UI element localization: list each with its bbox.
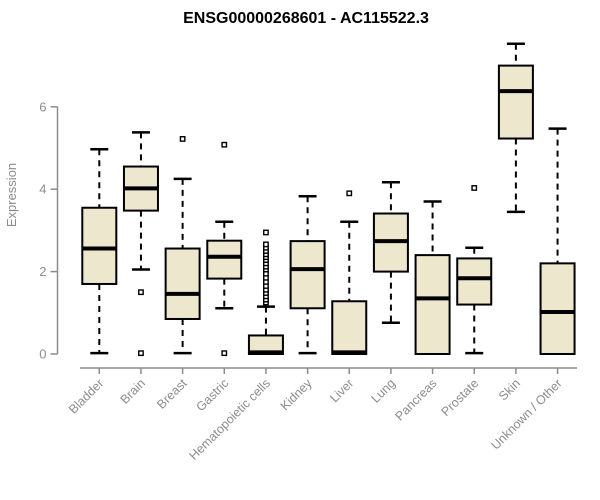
x-tick-label: Pancreas	[392, 376, 439, 423]
outlier-point	[263, 241, 269, 248]
x-tick-label: Kidney	[278, 376, 315, 413]
outlier-point	[471, 185, 478, 191]
x-tick-label: Liver	[327, 376, 356, 405]
iqr-box	[289, 240, 326, 310]
outlier-point	[263, 229, 269, 236]
iqr-box	[206, 239, 243, 280]
outlier-point	[221, 350, 228, 357]
y-tick-label: 4	[39, 182, 46, 197]
y-tick-label: 2	[39, 264, 46, 279]
boxes	[81, 42, 576, 357]
box-liver	[331, 190, 368, 356]
y-tick-label: 6	[39, 99, 46, 114]
box-prostate	[456, 185, 493, 355]
outlier-point	[138, 289, 144, 296]
iqr-box	[331, 300, 368, 356]
box-breast	[164, 136, 201, 355]
iqr-box	[539, 262, 576, 355]
outlier-point	[221, 141, 228, 148]
chart-title: ENSG00000268601 - AC115522.3	[183, 10, 429, 27]
x-tick-label: Gastric	[194, 376, 232, 414]
box-bladder	[81, 147, 118, 355]
iqr-box	[456, 257, 493, 306]
x-tick-label: Unknown / Other	[488, 376, 564, 452]
x-tick-label: Bladder	[66, 376, 106, 416]
box-lung	[372, 180, 409, 324]
box-pancreas	[414, 200, 451, 355]
x-tick-label: Skin	[496, 376, 523, 403]
box-hematopoietic-cells	[247, 229, 284, 355]
outlier-point	[179, 136, 186, 142]
x-tick-label: Hematopoietic cells	[187, 376, 274, 463]
iqr-box	[164, 247, 201, 320]
y-tick-label: 0	[39, 347, 46, 362]
box-kidney	[289, 194, 326, 355]
iqr-box	[81, 206, 118, 285]
y-axis-label: Expression	[4, 163, 19, 227]
outlier-point	[346, 190, 353, 197]
x-tick-label: Lung	[368, 376, 398, 406]
x-tick-label: Prostate	[439, 376, 482, 419]
iqr-box	[414, 254, 451, 355]
box-skin	[497, 42, 534, 214]
box-brain	[122, 131, 159, 357]
outlier-point	[138, 350, 144, 357]
x-tick-label: Brain	[118, 376, 149, 407]
box-gastric	[206, 141, 243, 357]
axes: 0 2 4 6	[39, 99, 577, 374]
iqr-box	[497, 64, 534, 140]
box-unknown-other	[539, 127, 576, 355]
x-tick-label: Breast	[154, 376, 190, 412]
